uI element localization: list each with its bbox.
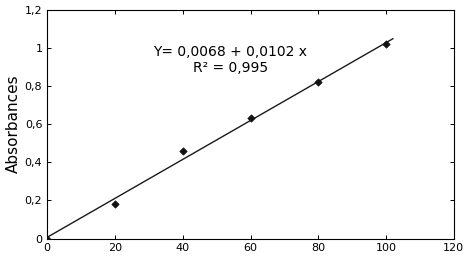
Y-axis label: Absorbances: Absorbances	[6, 75, 21, 173]
Point	[314, 80, 322, 84]
Point	[382, 42, 390, 46]
Point	[111, 202, 119, 206]
Point	[247, 116, 254, 120]
Text: Y= 0,0068 + 0,0102 x
R² = 0,995: Y= 0,0068 + 0,0102 x R² = 0,995	[153, 45, 307, 75]
Point	[179, 149, 187, 153]
Point	[43, 236, 51, 241]
